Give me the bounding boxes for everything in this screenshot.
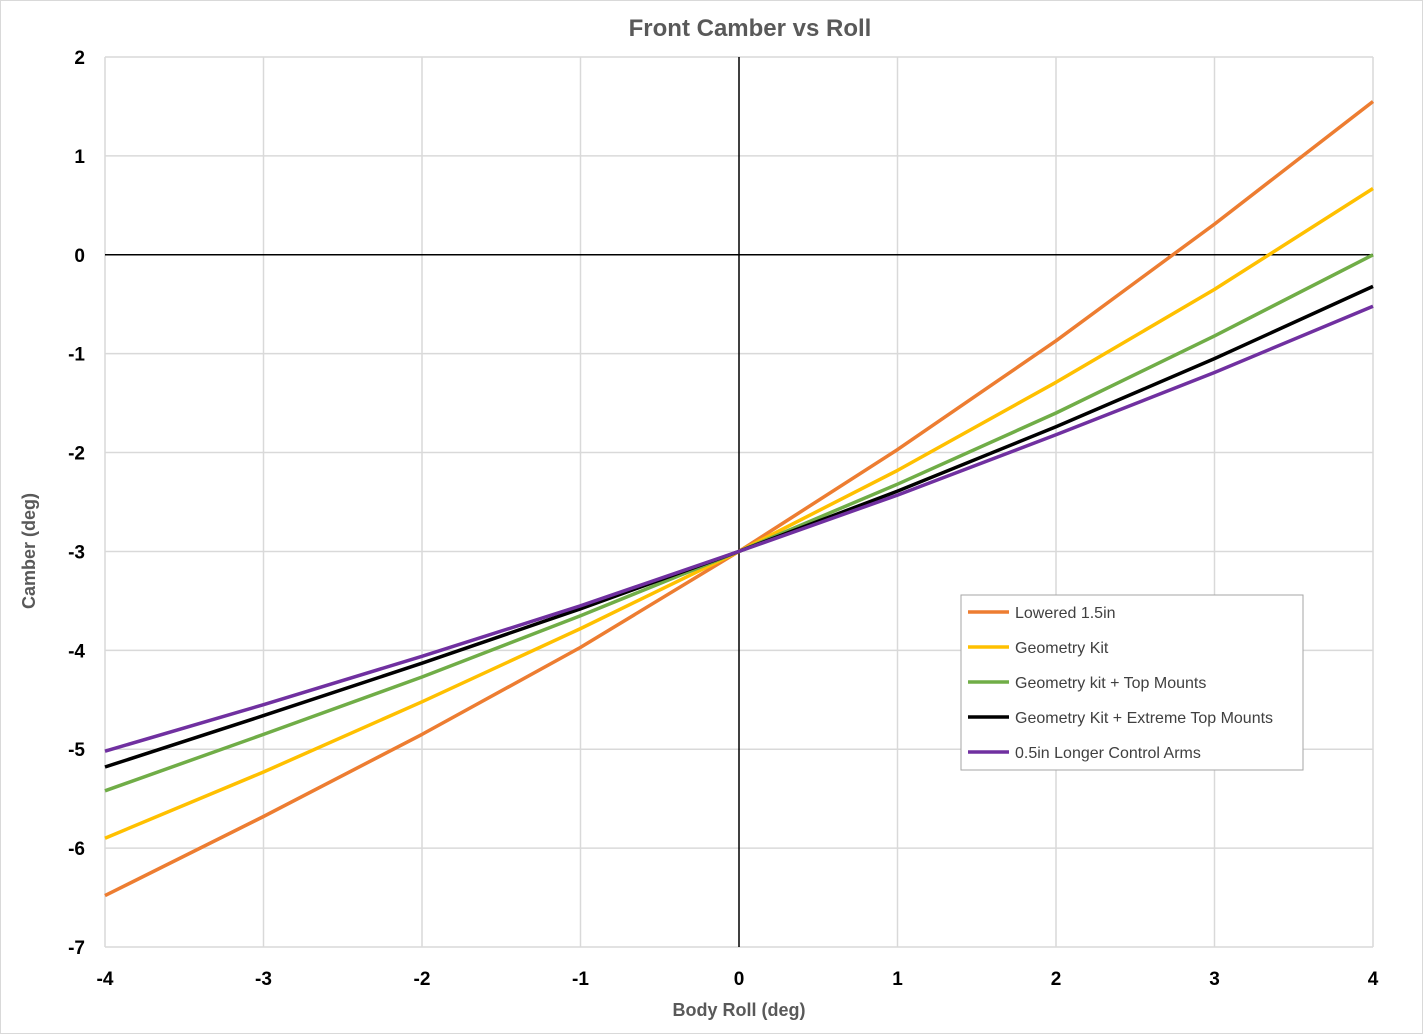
y-tick-label: -3 xyxy=(68,542,85,563)
x-tick-label: -3 xyxy=(255,969,272,990)
zero-axes xyxy=(105,57,1373,947)
legend-items: Lowered 1.5in Geometry Kit Geometry kit + … xyxy=(968,605,1273,762)
y-tick-label: 2 xyxy=(74,48,85,69)
legend-label: Lowered 1.5in xyxy=(1015,605,1116,622)
x-tick-label: -4 xyxy=(97,969,114,990)
x-tick-label: 0 xyxy=(734,969,745,990)
x-tick-label: -1 xyxy=(572,969,589,990)
y-tick-label: -1 xyxy=(68,345,85,366)
series-lines xyxy=(104,100,1375,898)
y-tick-label: 1 xyxy=(74,147,85,168)
x-axis-title: Body Roll (deg) xyxy=(673,1000,806,1020)
legend-label: Geometry kit + Top Mounts xyxy=(1015,675,1206,692)
series-line xyxy=(104,304,1374,753)
legend-label: 0.5in Longer Control Arms xyxy=(1015,745,1201,762)
x-tick-label: 3 xyxy=(1209,969,1220,990)
y-tick-label: -7 xyxy=(68,938,85,959)
tick-labels: -4 -3 -2 -1 0 1 2 3 4 2 1 0 -1 -2 -3 -4 -5 -6 -7 xyxy=(68,48,1379,990)
legend-label: Geometry Kit + Extreme Top Mounts xyxy=(1015,710,1273,727)
chart-title: Front Camber vs Roll xyxy=(629,15,872,42)
x-tick-label: 2 xyxy=(1051,969,1062,990)
legend-box xyxy=(960,594,1304,771)
y-tick-label: 0 xyxy=(74,246,85,267)
legend-label: Geometry Kit xyxy=(1015,640,1109,657)
x-tick-label: -2 xyxy=(414,969,431,990)
y-tick-label: -4 xyxy=(68,641,85,662)
y-tick-label: -2 xyxy=(68,444,85,465)
y-axis-title: Camber (deg) xyxy=(19,493,39,609)
legend: Lowered 1.5in Geometry Kit Geometry kit + … xyxy=(960,594,1304,771)
x-tick-label: 4 xyxy=(1368,969,1379,990)
y-tick-label: -5 xyxy=(68,740,85,761)
x-tick-label: 1 xyxy=(892,969,903,990)
y-tick-label: -6 xyxy=(68,839,85,860)
